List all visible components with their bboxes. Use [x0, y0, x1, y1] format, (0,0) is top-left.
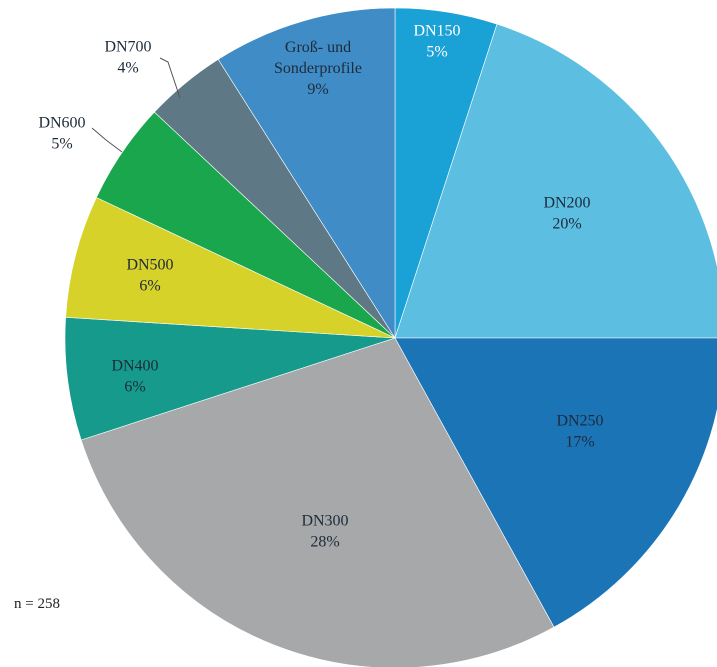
pie-slice-dn250: [394, 337, 717, 628]
slice-label-dn500: DN500 6%: [126, 257, 173, 295]
slice-label-dn200: DN200 20%: [543, 195, 590, 233]
slice-label-gro-und-sonderprofile: Groß- und Sonderprofile 9%: [274, 39, 362, 98]
pie-slice-dn300: [80, 337, 555, 667]
slice-label-dn300: DN300 28%: [301, 513, 348, 551]
slice-label-dn150: DN150 5%: [413, 23, 460, 61]
sample-size-note: n = 258: [14, 596, 60, 612]
pie-slice-gro-und-sonderprofile: [217, 7, 396, 340]
slice-label-dn700: DN700 4%: [104, 39, 151, 77]
leader-lines: [91, 57, 181, 153]
pie-slices: [64, 7, 717, 667]
leader-line-dn600: [91, 127, 123, 153]
pie-slice-dn500: [65, 197, 396, 339]
slice-label-dn600: DN600 5%: [38, 115, 85, 153]
slice-label-dn250: DN250 17%: [556, 413, 603, 451]
slice-label-dn400: DN400 6%: [111, 358, 158, 396]
pie-slice-dn400: [64, 316, 396, 441]
slice-labels: DN150 5% DN200 20% DN250 17% DN300 28% DN400 6% DN…: [38, 23, 603, 551]
pie-slice-dn200: [394, 23, 717, 339]
leader-line-dn700: [159, 57, 181, 99]
